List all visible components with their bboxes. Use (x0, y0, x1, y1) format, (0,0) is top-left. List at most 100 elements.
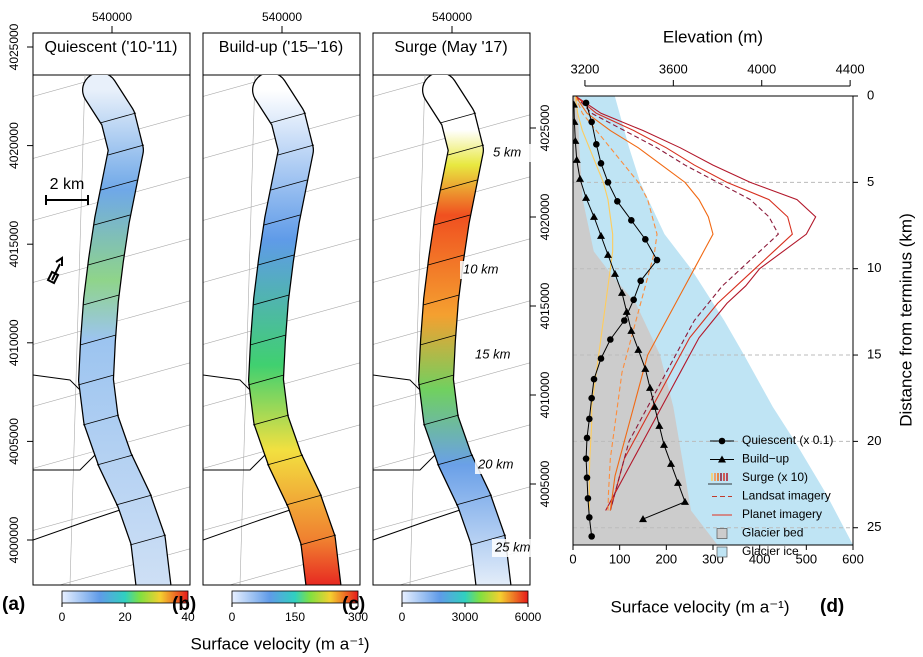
point (588, 533, 595, 540)
map-y-tick-label: 4005000 (7, 418, 21, 465)
glacier-body (79, 75, 171, 585)
point (618, 288, 626, 296)
point (582, 193, 591, 201)
legend: Quiescent (x 0.1) Build−up Surge (x 10) Lan… (708, 433, 833, 558)
legend-swatch (716, 546, 728, 558)
title-box (206, 36, 357, 60)
north-arrow (46, 256, 63, 285)
point (576, 174, 584, 182)
profile-line (247, 374, 285, 386)
point (604, 250, 612, 258)
km-label: 25 km (494, 539, 531, 554)
point (614, 198, 621, 205)
profile-line (266, 454, 304, 466)
map-panel: Quiescent ('10-'11) 540000 (a) 0 20 40 (2, 10, 195, 624)
point (573, 117, 579, 125)
km-label: 20 km (477, 456, 514, 471)
graticule (239, 75, 256, 585)
map-y-tick-label: 4025000 (538, 104, 552, 151)
colorbar-tick-label: 6000 (515, 610, 542, 624)
y-tick-label: 5 (867, 174, 874, 189)
profile-line (100, 179, 138, 191)
scale-bar-label: 2 km (50, 176, 85, 193)
point (641, 364, 650, 372)
point (639, 515, 647, 523)
legend-marker (718, 455, 726, 463)
km-label: 15 km (475, 346, 511, 361)
km-label-bg (475, 456, 517, 474)
point (630, 296, 637, 304)
map-x-tick-label: 540000 (432, 10, 472, 24)
legend-label: Surge (x 10) (742, 470, 808, 484)
y-axis-title: Distance from terminus (km) (896, 213, 915, 426)
map-x-tick-label: 540000 (92, 10, 132, 24)
legend-label: Glacier ice (742, 544, 799, 558)
surge-line (574, 96, 614, 511)
legend-label: Glacier bed (742, 526, 803, 540)
map-y-tick-label: 4015000 (538, 282, 552, 329)
point (582, 455, 590, 462)
profile-line (447, 144, 485, 156)
x-tick-label: 400 (749, 551, 771, 566)
profile-line (93, 214, 131, 226)
map-panel: Surge (May '17) 540000 (c) 0 3000 6000 (342, 10, 542, 624)
profile-line (82, 294, 120, 306)
surge-line (574, 96, 658, 511)
km-label: 5 km (493, 144, 521, 159)
profile-line (419, 334, 457, 346)
surge-line (574, 96, 793, 511)
profile-line (249, 334, 287, 346)
point (597, 355, 605, 362)
y-tick-label: 10 (867, 260, 881, 275)
title-box (36, 36, 187, 60)
colorbar-tick-label: 300 (348, 610, 368, 624)
point (588, 394, 595, 402)
graticule (409, 75, 426, 585)
graticule (33, 486, 190, 531)
point (593, 141, 600, 148)
profile-line (252, 294, 290, 306)
point (637, 277, 644, 285)
panel-label: (c) (342, 594, 365, 615)
graticule (69, 75, 86, 585)
point (660, 440, 668, 448)
colorbar-tick-label: 20 (118, 610, 132, 624)
profile-line (107, 144, 145, 156)
x-tick-label: 0 (569, 551, 576, 566)
legend-label: Quiescent (x 0.1) (742, 433, 833, 447)
legend-marker (718, 437, 726, 445)
x2-tick-label: 3200 (570, 61, 599, 76)
profile-line (440, 179, 478, 191)
map-title: Build-up ('15–'16) (219, 39, 343, 56)
map-panel: Build-up ('15–'16) 540000 (b) 0 150 300 (172, 10, 368, 624)
profile-line (99, 112, 137, 124)
profile-line (77, 374, 115, 386)
point (681, 497, 689, 505)
panel-label: (d) (820, 596, 844, 617)
point (584, 495, 592, 502)
profile-line (417, 374, 455, 386)
map-x-tick-label: 540000 (262, 10, 302, 24)
profile-line (427, 254, 465, 266)
surge-line (574, 96, 780, 511)
graticule (373, 486, 530, 531)
colorbar-tick-label: 150 (285, 610, 305, 624)
x2-axis-title: Elevation (m) (663, 27, 763, 46)
point (573, 100, 578, 108)
profile-line (285, 494, 323, 506)
colorbar (401, 590, 529, 604)
colorbar-tick-label: 0 (59, 610, 66, 624)
map-content (203, 75, 360, 585)
point (667, 459, 675, 467)
profile-line (115, 494, 153, 506)
panel-label: (b) (172, 594, 196, 615)
km-label-bg (490, 144, 532, 162)
graticule (203, 486, 360, 531)
map-title: Quiescent ('10-'11) (45, 39, 178, 56)
legend-label: Build−up (742, 452, 789, 466)
legend-label: Planet imagery (742, 507, 822, 521)
profile-line (263, 214, 301, 226)
glacier-body (419, 75, 511, 585)
colorbar (61, 590, 189, 604)
